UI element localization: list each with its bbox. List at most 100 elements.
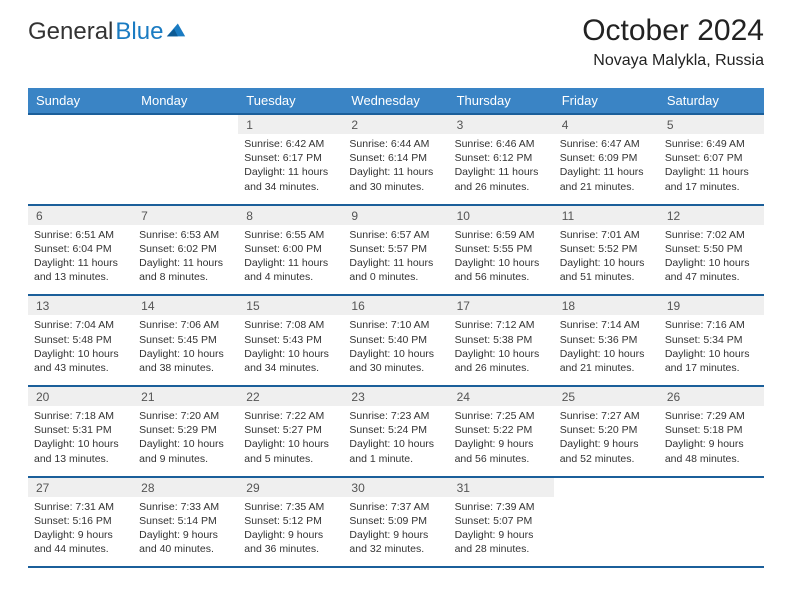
sunset-text: Sunset: 6:00 PM (244, 242, 337, 256)
sunrise-text: Sunrise: 6:49 AM (665, 137, 758, 151)
day-data-cell: Sunrise: 7:04 AMSunset: 5:48 PMDaylight:… (28, 315, 133, 386)
day-data-cell: Sunrise: 6:46 AMSunset: 6:12 PMDaylight:… (449, 134, 554, 205)
day-number-cell: 9 (343, 205, 448, 225)
sunset-text: Sunset: 5:34 PM (665, 333, 758, 347)
day-number-cell: 4 (554, 114, 659, 134)
day-number-cell: 15 (238, 295, 343, 315)
sunset-text: Sunset: 5:31 PM (34, 423, 127, 437)
daylight-text: Daylight: 11 hours and 21 minutes. (560, 165, 653, 193)
day-number-cell: 21 (133, 386, 238, 406)
sunset-text: Sunset: 5:12 PM (244, 514, 337, 528)
day-data-cell: Sunrise: 6:49 AMSunset: 6:07 PMDaylight:… (659, 134, 764, 205)
title-block: October 2024 Novaya Malykla, Russia (582, 14, 764, 70)
day-data-cell: Sunrise: 7:01 AMSunset: 5:52 PMDaylight:… (554, 225, 659, 296)
day-data-cell: Sunrise: 6:55 AMSunset: 6:00 PMDaylight:… (238, 225, 343, 296)
daylight-text: Daylight: 11 hours and 34 minutes. (244, 165, 337, 193)
sunset-text: Sunset: 5:20 PM (560, 423, 653, 437)
daylight-text: Daylight: 11 hours and 0 minutes. (349, 256, 442, 284)
day-number-cell (659, 477, 764, 497)
day-data-cell: Sunrise: 7:37 AMSunset: 5:09 PMDaylight:… (343, 497, 448, 568)
sunrise-text: Sunrise: 6:59 AM (455, 228, 548, 242)
day-data-cell: Sunrise: 7:14 AMSunset: 5:36 PMDaylight:… (554, 315, 659, 386)
sunset-text: Sunset: 6:02 PM (139, 242, 232, 256)
sunset-text: Sunset: 5:16 PM (34, 514, 127, 528)
day-header: Friday (554, 88, 659, 114)
day-header: Thursday (449, 88, 554, 114)
sunset-text: Sunset: 5:09 PM (349, 514, 442, 528)
day-data-cell: Sunrise: 7:02 AMSunset: 5:50 PMDaylight:… (659, 225, 764, 296)
sunset-text: Sunset: 5:18 PM (665, 423, 758, 437)
sunset-text: Sunset: 5:14 PM (139, 514, 232, 528)
day-data-cell: Sunrise: 7:35 AMSunset: 5:12 PMDaylight:… (238, 497, 343, 568)
day-number-cell (133, 114, 238, 134)
daylight-text: Daylight: 9 hours and 56 minutes. (455, 437, 548, 465)
sunset-text: Sunset: 5:43 PM (244, 333, 337, 347)
sunrise-text: Sunrise: 6:55 AM (244, 228, 337, 242)
sunrise-text: Sunrise: 7:29 AM (665, 409, 758, 423)
day-number-cell: 22 (238, 386, 343, 406)
day-data-cell: Sunrise: 7:06 AMSunset: 5:45 PMDaylight:… (133, 315, 238, 386)
day-data-cell: Sunrise: 6:42 AMSunset: 6:17 PMDaylight:… (238, 134, 343, 205)
sunrise-text: Sunrise: 6:44 AM (349, 137, 442, 151)
day-number-cell: 16 (343, 295, 448, 315)
daylight-text: Daylight: 9 hours and 28 minutes. (455, 528, 548, 556)
sunrise-text: Sunrise: 7:10 AM (349, 318, 442, 332)
day-number-cell: 14 (133, 295, 238, 315)
sunset-text: Sunset: 5:27 PM (244, 423, 337, 437)
sunset-text: Sunset: 5:57 PM (349, 242, 442, 256)
day-data-cell (133, 134, 238, 205)
daylight-text: Daylight: 9 hours and 48 minutes. (665, 437, 758, 465)
sunrise-text: Sunrise: 7:25 AM (455, 409, 548, 423)
sunrise-text: Sunrise: 7:22 AM (244, 409, 337, 423)
day-data-cell: Sunrise: 6:53 AMSunset: 6:02 PMDaylight:… (133, 225, 238, 296)
day-number-cell: 17 (449, 295, 554, 315)
sunset-text: Sunset: 6:17 PM (244, 151, 337, 165)
day-number-cell: 2 (343, 114, 448, 134)
day-number-cell: 5 (659, 114, 764, 134)
daylight-text: Daylight: 10 hours and 5 minutes. (244, 437, 337, 465)
daylight-text: Daylight: 10 hours and 38 minutes. (139, 347, 232, 375)
sunrise-text: Sunrise: 7:39 AM (455, 500, 548, 514)
day-data-cell: Sunrise: 7:12 AMSunset: 5:38 PMDaylight:… (449, 315, 554, 386)
sunset-text: Sunset: 5:48 PM (34, 333, 127, 347)
day-number-cell: 19 (659, 295, 764, 315)
sunrise-text: Sunrise: 7:35 AM (244, 500, 337, 514)
page-subtitle: Novaya Malykla, Russia (582, 52, 764, 70)
day-number-cell: 26 (659, 386, 764, 406)
sunrise-text: Sunrise: 7:08 AM (244, 318, 337, 332)
sunset-text: Sunset: 6:07 PM (665, 151, 758, 165)
sunrise-text: Sunrise: 6:57 AM (349, 228, 442, 242)
daylight-text: Daylight: 10 hours and 34 minutes. (244, 347, 337, 375)
sunrise-text: Sunrise: 7:14 AM (560, 318, 653, 332)
daylight-text: Daylight: 10 hours and 51 minutes. (560, 256, 653, 284)
sunset-text: Sunset: 6:12 PM (455, 151, 548, 165)
daylight-text: Daylight: 10 hours and 26 minutes. (455, 347, 548, 375)
daylight-text: Daylight: 9 hours and 44 minutes. (34, 528, 127, 556)
sunrise-text: Sunrise: 7:04 AM (34, 318, 127, 332)
daylight-text: Daylight: 11 hours and 30 minutes. (349, 165, 442, 193)
sunset-text: Sunset: 5:36 PM (560, 333, 653, 347)
day-number-cell: 1 (238, 114, 343, 134)
day-header: Wednesday (343, 88, 448, 114)
day-data-cell: Sunrise: 6:59 AMSunset: 5:55 PMDaylight:… (449, 225, 554, 296)
day-number-cell: 3 (449, 114, 554, 134)
day-header: Tuesday (238, 88, 343, 114)
day-data-cell (554, 497, 659, 568)
daylight-text: Daylight: 11 hours and 26 minutes. (455, 165, 548, 193)
daylight-text: Daylight: 10 hours and 30 minutes. (349, 347, 442, 375)
sunset-text: Sunset: 5:22 PM (455, 423, 548, 437)
day-header-row: SundayMondayTuesdayWednesdayThursdayFrid… (28, 88, 764, 114)
day-data-cell (28, 134, 133, 205)
day-number-cell: 11 (554, 205, 659, 225)
sunrise-text: Sunrise: 7:37 AM (349, 500, 442, 514)
sunrise-text: Sunrise: 7:31 AM (34, 500, 127, 514)
sunrise-text: Sunrise: 7:01 AM (560, 228, 653, 242)
sunrise-text: Sunrise: 7:20 AM (139, 409, 232, 423)
day-header: Monday (133, 88, 238, 114)
day-number-cell: 18 (554, 295, 659, 315)
page-title: October 2024 (582, 14, 764, 48)
day-number-cell: 29 (238, 477, 343, 497)
day-data-cell: Sunrise: 7:31 AMSunset: 5:16 PMDaylight:… (28, 497, 133, 568)
sunset-text: Sunset: 5:07 PM (455, 514, 548, 528)
day-data-cell: Sunrise: 7:22 AMSunset: 5:27 PMDaylight:… (238, 406, 343, 477)
